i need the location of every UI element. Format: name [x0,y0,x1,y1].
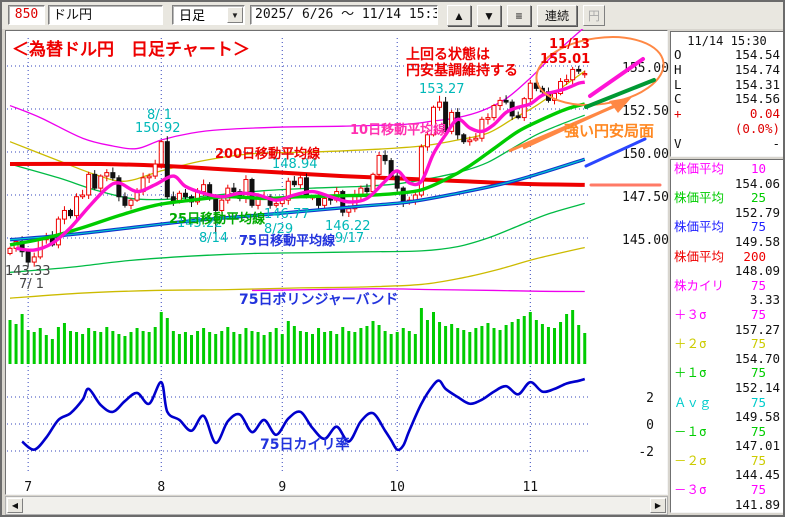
toolbar: 850 ドル円 日足 ▼ 2025/ 6/26 ～ 11/14 15:30 ▲ … [2,2,783,29]
chart-area [5,30,668,495]
quote-row: H 154.74 [674,61,780,77]
indicator-row: Ａｖｇ 75 149.58 [674,394,780,425]
symbol-code-field[interactable]: 850 [8,5,45,25]
yen-button[interactable]: 円 [583,5,605,26]
symbol-name-field[interactable]: ドル円 [48,5,163,25]
menu-button[interactable]: ≡ [507,5,531,26]
right-panel: 11/14 15:30 O 154.54 H 154.74 L 154.31 C 154.56… [670,31,783,514]
indicator-row: ＋２σ 75 154.70 [674,336,780,366]
scroll-down-button[interactable]: ▼ [477,5,501,26]
indicator-row: 株価平均 200 148.09 [674,248,780,279]
indicator-row: 株価平均 75 149.58 [674,219,780,249]
quote-panel: 11/14 15:30 O 154.54 H 154.74 L 154.31 C 154.56… [670,31,783,157]
indicator-row: ＋３σ 75 157.27 [674,306,780,337]
quote-row: (0.0%) [734,120,780,136]
quote-row: O 154.54 [674,47,780,62]
indicator-row: ＋１σ 75 152.14 [674,365,780,395]
scroll-up-button[interactable]: ▲ [447,5,471,26]
quote-timestamp: 11/14 15:30 [687,34,767,48]
indicator-row: 株価平均 25 152.79 [674,190,780,220]
quote-row: C 154.56 [674,91,780,107]
scroll-left-icon[interactable]: ◀ [7,498,23,513]
chevron-down-icon[interactable]: ▼ [227,7,243,23]
indicator-panel: 株価平均 10 154.06 株価平均 25 152.79 株価平均 75 149.58 株価平均… [670,159,783,513]
indicator-row: －２σ 75 144.45 [674,452,780,483]
indicator-row: －３σ 75 141.89 [674,482,780,512]
quote-row: V- [674,135,780,151]
indicator-row: 株カイリ 75 3.33 [674,277,780,308]
indicator-row: －１σ 75 147.01 [674,423,780,454]
horizontal-scrollbar[interactable]: ◀ ▶ [5,496,668,515]
quote-row: L 154.31 [674,76,780,92]
timeframe-select[interactable]: 日足 ▼ [172,5,245,25]
quote-row: +0.04 [674,106,780,122]
scroll-right-icon[interactable]: ▶ [650,498,666,513]
indicator-row: 株価平均 10 154.06 [674,161,780,191]
timeframe-value: 日足 [179,8,206,23]
date-range-field: 2025/ 6/26 ～ 11/14 15:30 [250,5,438,25]
continuous-button[interactable]: 連続 [537,5,577,26]
